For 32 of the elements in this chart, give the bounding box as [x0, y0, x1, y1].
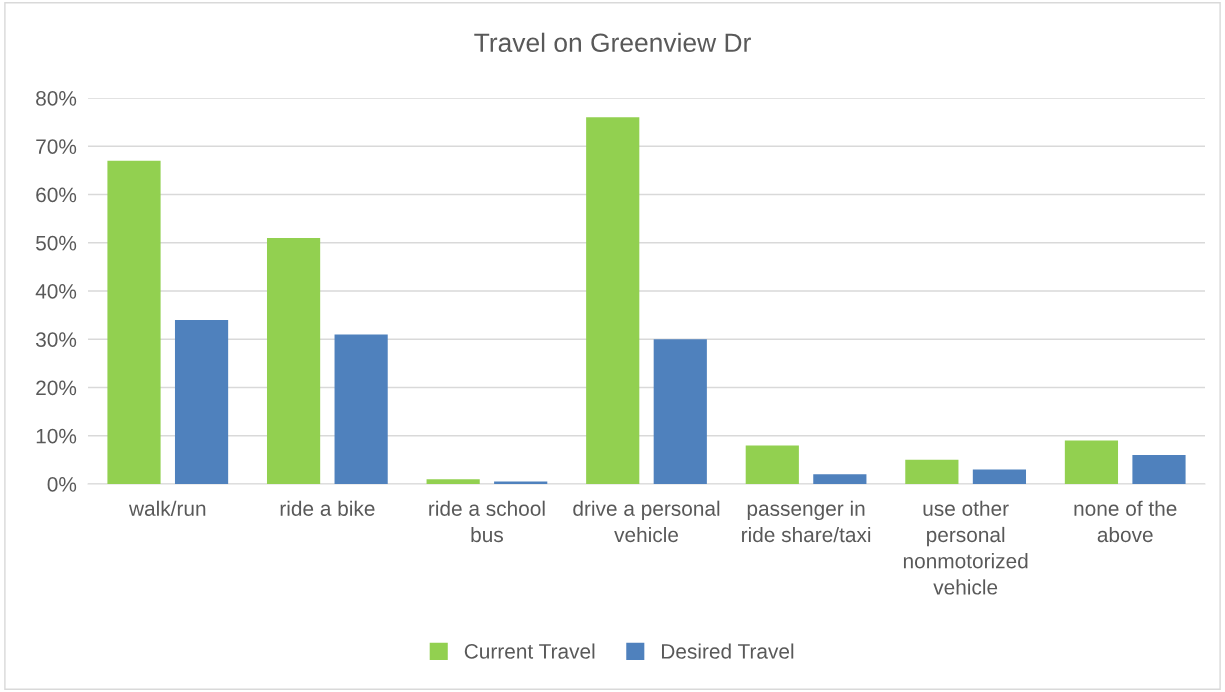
y-tick-label: 60%	[36, 187, 77, 203]
y-tick-label: 30%	[35, 332, 77, 347]
bar	[334, 334, 388, 484]
y-tick-label: 80%	[36, 91, 77, 106]
y-tick-label: 10%	[36, 428, 77, 444]
y-tick-label: 70%	[36, 139, 77, 154]
x-tick-label: passenger in ride share/taxi	[742, 500, 871, 543]
legend-label: Current Travel	[464, 643, 595, 659]
bar	[905, 459, 959, 484]
bar	[174, 319, 229, 484]
bar	[586, 117, 640, 484]
x-tick-label: ride a school bus	[429, 500, 545, 543]
x-tick-label: none of the above	[1074, 500, 1177, 543]
bar	[745, 445, 799, 484]
bar	[107, 160, 161, 484]
y-tick-label: 20%	[36, 380, 77, 396]
bar	[1064, 440, 1119, 484]
x-tick-label: drive a personal vehicle	[573, 500, 720, 543]
y-tick-label: 50%	[36, 235, 77, 251]
x-tick-label: use other personal nonmotorized vehicle	[903, 500, 1028, 595]
bar	[813, 474, 867, 484]
legend-label: Desired Travel	[662, 643, 794, 659]
bar	[1132, 455, 1186, 484]
bar	[426, 479, 480, 484]
bar	[972, 469, 1027, 484]
y-tick-label: 40%	[35, 284, 77, 299]
bar	[266, 237, 321, 484]
x-tick-label: walk/run	[128, 500, 206, 516]
y-tick-label: 0%	[47, 477, 77, 492]
x-tick-label: ride a bike	[280, 500, 375, 516]
bar	[653, 339, 707, 484]
chart-title: Travel on Greenview Dr	[474, 32, 751, 53]
